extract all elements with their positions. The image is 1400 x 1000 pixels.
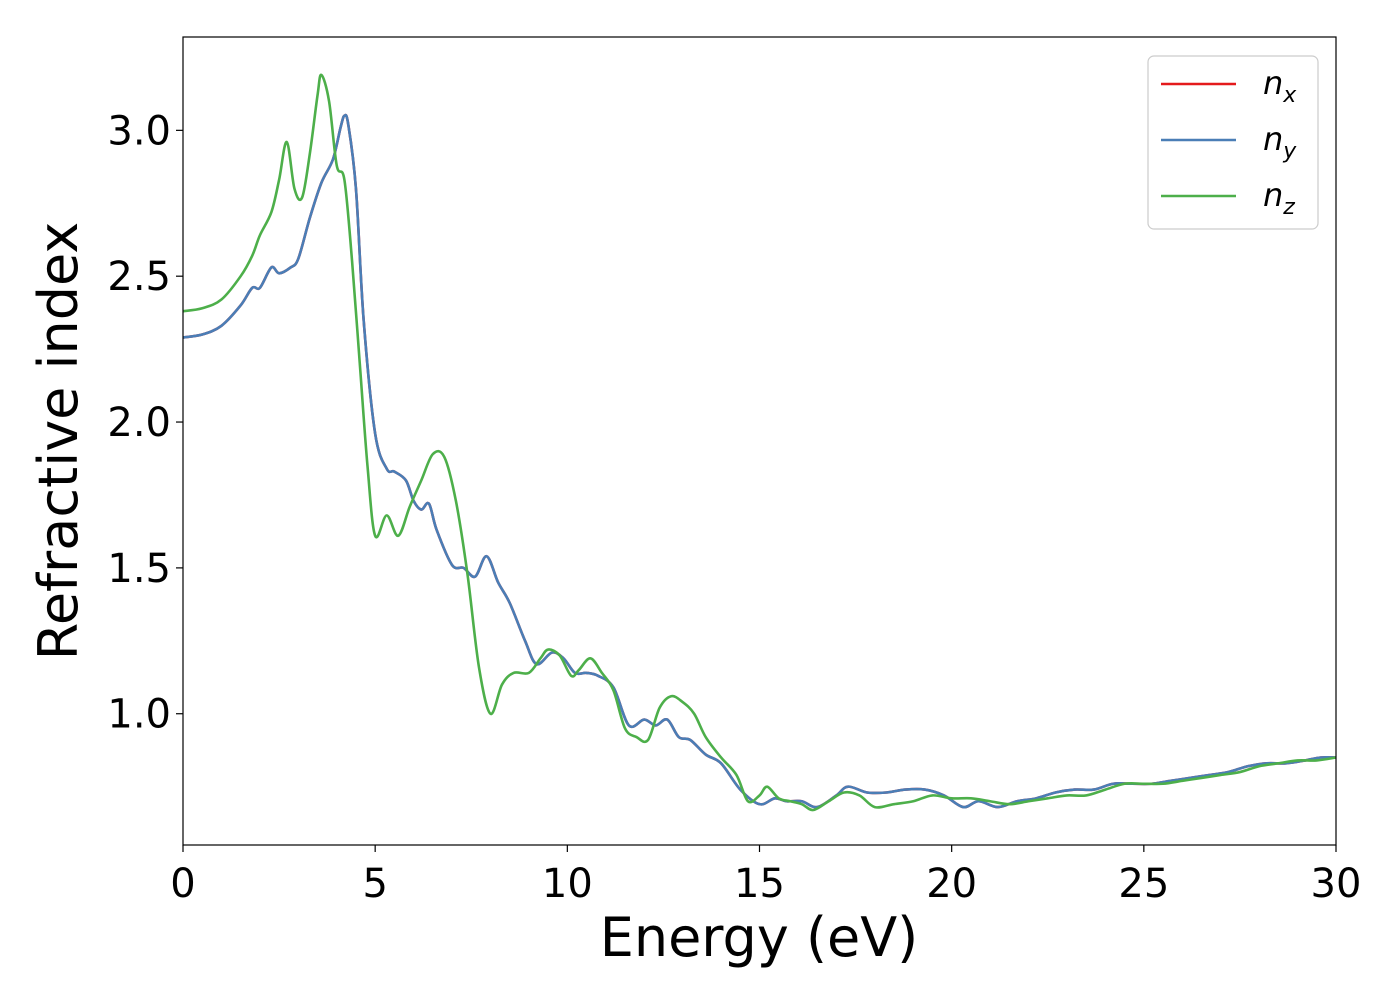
legend-label-x: nx [1263, 64, 1297, 108]
x-tick-label: 20 [926, 861, 977, 907]
x-tick-label: 0 [170, 861, 195, 907]
y-tick-label: 2.5 [107, 254, 171, 300]
legend-label-y: ny [1263, 120, 1297, 164]
y-tick-label: 3.0 [107, 108, 171, 154]
y-tick-label: 1.5 [107, 546, 171, 592]
x-axis-title: Energy (eV) [600, 906, 919, 969]
legend-box [1147, 55, 1319, 230]
plot-frame [182, 36, 1337, 846]
x-tick-label: 10 [542, 861, 593, 907]
legend-label-z: nz [1263, 176, 1295, 220]
series-lines [182, 73, 1337, 812]
y-tick-label: 2.0 [107, 400, 171, 446]
x-axis-ticks: 0 5 10 15 20 25 30 [170, 845, 1361, 907]
x-tick-label: 30 [1311, 861, 1362, 907]
y-tick-label: 1.0 [107, 692, 171, 738]
x-tick-label: 25 [1118, 861, 1169, 907]
x-tick-label: 15 [734, 861, 785, 907]
series-line-z [182, 73, 1337, 812]
legend: nx ny nz [1147, 55, 1319, 230]
x-tick-label: 5 [362, 861, 387, 907]
y-axis-ticks: 1.0 1.5 2.0 2.5 3.0 [107, 108, 183, 738]
y-axis-title: Refractive index [27, 222, 90, 661]
series-line-y [182, 113, 1337, 809]
